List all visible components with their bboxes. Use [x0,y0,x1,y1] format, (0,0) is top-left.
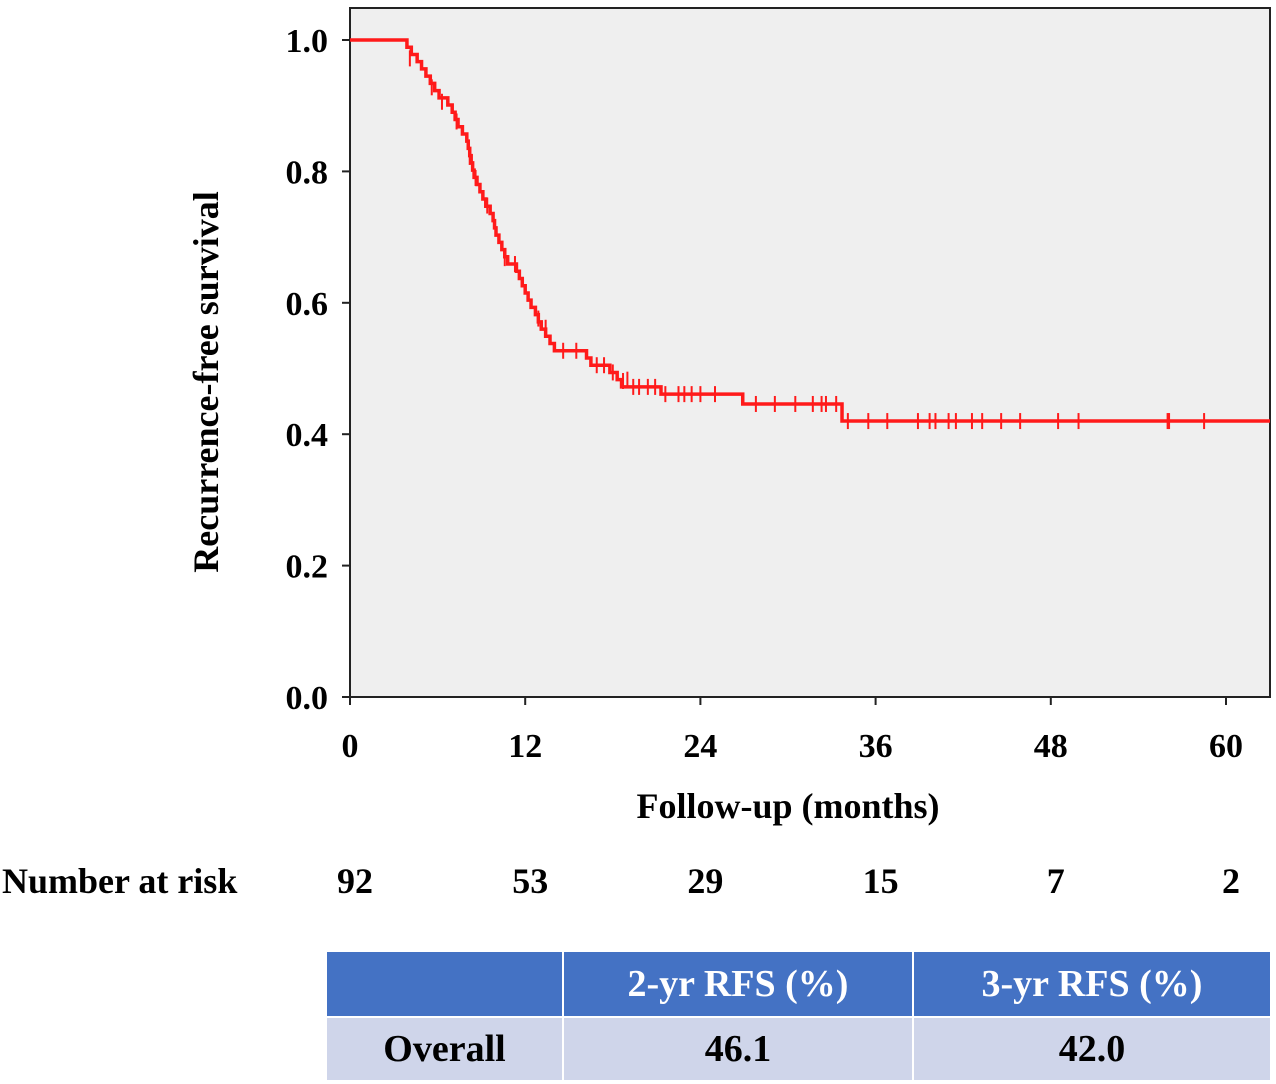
risk-counts: 92 53 29 15 7 2 [337,861,1240,901]
header-empty-cell [325,950,564,1018]
risk-count: 2 [1222,861,1240,901]
table-row: Overall 46.1 42.0 [325,1016,1272,1082]
x-tick-label: 60 [1209,728,1243,765]
y-tick-label: 0.0 [286,680,329,717]
risk-count: 53 [512,861,548,901]
y-tick-label: 1.0 [286,23,329,60]
x-axis: 0 12 24 36 48 60 [342,697,1243,765]
header-3yr-rfs: 3-yr RFS (%) [912,950,1272,1018]
cell-3yr-rfs: 42.0 [912,1016,1272,1082]
x-tick-label: 36 [859,728,893,765]
y-axis-title: Recurrence-free survival [186,191,226,573]
censor-marks [408,50,1206,430]
risk-count: 29 [687,861,723,901]
risk-count: 15 [863,861,899,901]
header-2yr-rfs: 2-yr RFS (%) [562,950,914,1018]
table-header-row: 2-yr RFS (%) 3-yr RFS (%) [325,950,1272,1018]
y-axis: 0.0 0.2 0.4 0.6 0.8 1.0 [286,23,350,717]
km-chart: 0.0 0.2 0.4 0.6 0.8 1.0 0 12 24 36 48 60 Recurrenc… [2,7,1271,901]
x-tick-label: 48 [1034,728,1068,765]
rfs-summary-table: 2-yr RFS (%) 3-yr RFS (%) Overall 46.1 4… [325,950,1272,1082]
x-axis-title: Follow-up (months) [636,786,939,826]
y-tick-label: 0.2 [286,549,329,586]
plot-area [349,7,1271,698]
y-tick-label: 0.4 [286,417,329,454]
x-tick-label: 0 [342,728,359,765]
row-label-overall: Overall [325,1016,564,1082]
risk-count: 92 [337,861,373,901]
y-tick-label: 0.6 [286,286,329,323]
x-tick-label: 12 [508,728,542,765]
cell-2yr-rfs: 46.1 [562,1016,914,1082]
y-tick-label: 0.8 [286,154,329,191]
risk-table-label: Number at risk [2,861,237,901]
x-tick-label: 24 [683,728,717,765]
risk-count: 7 [1047,861,1065,901]
